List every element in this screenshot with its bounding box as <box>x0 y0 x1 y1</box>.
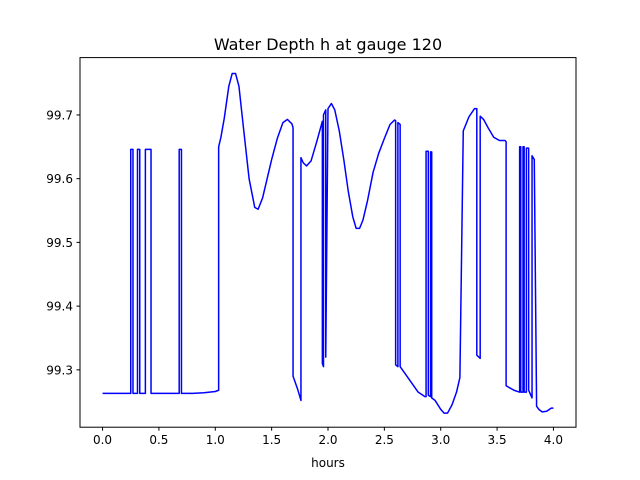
x-tick-label: 0.0 <box>93 433 112 447</box>
y-axis: 99.3 99.4 99.5 99.6 99.7 <box>46 108 80 377</box>
x-tick-label: 3.5 <box>488 433 507 447</box>
x-tick-label: 0.5 <box>149 433 168 447</box>
water-depth-series-line <box>102 72 554 414</box>
y-tick-label: 99.5 <box>46 236 73 250</box>
x-tick-label: 1.5 <box>262 433 281 447</box>
x-tick-label: 1.0 <box>206 433 225 447</box>
x-axis: 0.0 0.5 1.0 1.5 2.0 2.5 3.0 3.5 4.0 <box>93 427 563 447</box>
x-tick-label: 4.0 <box>544 433 563 447</box>
chart-title: Water Depth h at gauge 120 <box>214 35 442 54</box>
x-tick-label: 2.0 <box>318 433 337 447</box>
y-tick-label: 99.7 <box>46 108 73 122</box>
y-tick-label: 99.6 <box>46 172 73 186</box>
y-tick-label: 99.4 <box>46 300 73 314</box>
x-axis-label: hours <box>311 456 345 470</box>
x-tick-label: 2.5 <box>375 433 394 447</box>
x-tick-label: 3.0 <box>431 433 450 447</box>
y-tick-label: 99.3 <box>46 363 73 377</box>
